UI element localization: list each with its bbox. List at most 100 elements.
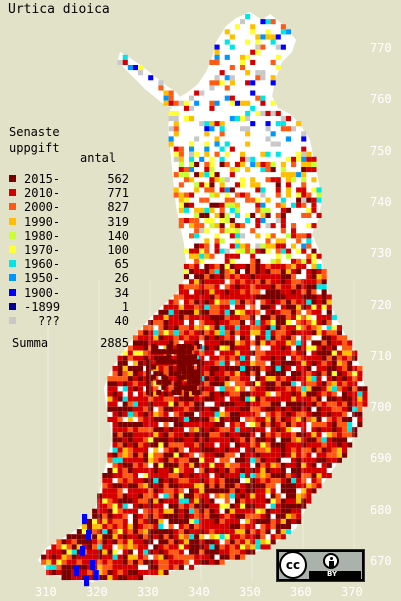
occurrence-cell xyxy=(143,335,149,341)
occurrence-cell xyxy=(234,437,240,443)
occurrence-cell xyxy=(199,478,205,484)
occurrence-cell xyxy=(306,238,312,244)
occurrence-cell xyxy=(316,294,322,300)
occurrence-cell xyxy=(285,29,291,35)
occurrence-cell xyxy=(178,294,184,300)
occurrence-cell xyxy=(347,376,353,382)
occurrence-cell xyxy=(76,544,82,550)
occurrence-cell xyxy=(161,349,167,355)
occurrence-cell xyxy=(199,503,205,509)
occurrence-cell xyxy=(260,381,266,387)
occurrence-cell xyxy=(102,549,108,555)
occurrence-cell xyxy=(194,529,200,535)
occurrence-cell xyxy=(189,299,195,305)
occurrence-cell xyxy=(209,350,215,356)
occurrence-cell xyxy=(153,529,159,535)
occurrence-cell xyxy=(250,427,256,433)
occurrence-cell xyxy=(245,539,251,545)
occurrence-cell xyxy=(275,406,281,412)
occurrence-cell xyxy=(209,172,215,178)
occurrence-cell xyxy=(316,396,322,402)
occurrence-cell xyxy=(265,197,271,203)
occurrence-cell xyxy=(316,432,322,438)
occurrence-cell xyxy=(173,376,179,382)
occurrence-cell xyxy=(168,427,174,433)
occurrence-cell xyxy=(270,141,276,147)
occurrence-cell xyxy=(336,442,342,448)
occurrence-cell xyxy=(214,376,220,382)
occurrence-cell xyxy=(163,498,169,504)
occurrence-cell xyxy=(173,488,179,494)
occurrence-cell xyxy=(199,427,205,433)
occurrence-cell xyxy=(250,228,256,234)
occurrence-cell xyxy=(275,447,281,453)
occurrence-cell xyxy=(117,473,123,479)
occurrence-cell xyxy=(280,345,286,351)
occurrence-cell xyxy=(204,228,210,234)
occurrence-cell xyxy=(138,518,144,524)
occurrence-cell xyxy=(163,416,169,422)
occurrence-cell xyxy=(112,498,118,504)
occurrence-cell xyxy=(326,314,332,320)
occurrence-cell xyxy=(301,478,307,484)
occurrence-cell xyxy=(234,269,240,275)
occurrence-cell xyxy=(127,549,133,555)
occurrence-cell xyxy=(316,467,322,473)
occurrence-cell xyxy=(224,554,230,560)
occurrence-cell xyxy=(199,432,205,438)
occurrence-cell xyxy=(260,110,266,116)
occurrence-cell xyxy=(92,539,98,545)
occurrence-cell xyxy=(316,457,322,463)
occurrence-cell xyxy=(176,359,182,365)
occurrence-cell xyxy=(107,396,113,402)
occurrence-cell xyxy=(285,314,291,320)
occurrence-cell xyxy=(280,518,286,524)
occurrence-cell xyxy=(219,274,225,280)
occurrence-cell xyxy=(209,335,215,341)
occurrence-cell xyxy=(214,238,220,244)
occurrence-cell xyxy=(209,330,215,336)
occurrence-cell xyxy=(285,207,291,213)
occurrence-cell xyxy=(219,483,225,489)
occurrence-cell xyxy=(270,350,276,356)
occurrence-cell xyxy=(342,386,348,392)
occurrence-cell xyxy=(97,549,103,555)
occurrence-cell xyxy=(122,396,128,402)
occurrence-cell xyxy=(240,488,246,494)
occurrence-cell xyxy=(199,529,205,535)
occurrence-cell xyxy=(224,340,230,346)
occurrence-cell xyxy=(178,564,184,570)
occurrence-cell xyxy=(92,549,98,555)
occurrence-cell xyxy=(280,167,286,173)
occurrence-cell xyxy=(260,493,266,499)
occurrence-cell xyxy=(234,513,240,519)
occurrence-cell xyxy=(265,325,271,331)
occurrence-cell xyxy=(280,437,286,443)
occurrence-cell xyxy=(183,100,189,106)
occurrence-cell xyxy=(41,554,47,560)
occurrence-cell xyxy=(178,518,184,524)
occurrence-cell xyxy=(224,95,230,101)
occurrence-cell xyxy=(301,177,307,183)
occurrence-cell xyxy=(280,406,286,412)
occurrence-cell xyxy=(189,146,195,152)
occurrence-cell xyxy=(316,416,322,422)
occurrence-cell xyxy=(245,457,251,463)
occurrence-cell xyxy=(250,498,256,504)
occurrence-cell xyxy=(316,483,322,489)
occurrence-cell xyxy=(148,75,154,81)
occurrence-cell xyxy=(183,340,189,346)
occurrence-cell xyxy=(209,218,215,224)
occurrence-cell xyxy=(173,340,179,346)
occurrence-cell xyxy=(296,248,302,254)
occurrence-cell xyxy=(296,406,302,412)
occurrence-cell xyxy=(168,335,174,341)
occurrence-cell xyxy=(301,483,307,489)
occurrence-cell xyxy=(138,575,144,581)
occurrence-cell xyxy=(301,161,307,167)
occurrence-cell xyxy=(224,29,230,35)
occurrence-cell xyxy=(168,100,174,106)
cc-by-license-badge[interactable]: cc BY xyxy=(276,549,365,582)
occurrence-cell xyxy=(117,488,123,494)
occurrence-cell xyxy=(138,503,144,509)
